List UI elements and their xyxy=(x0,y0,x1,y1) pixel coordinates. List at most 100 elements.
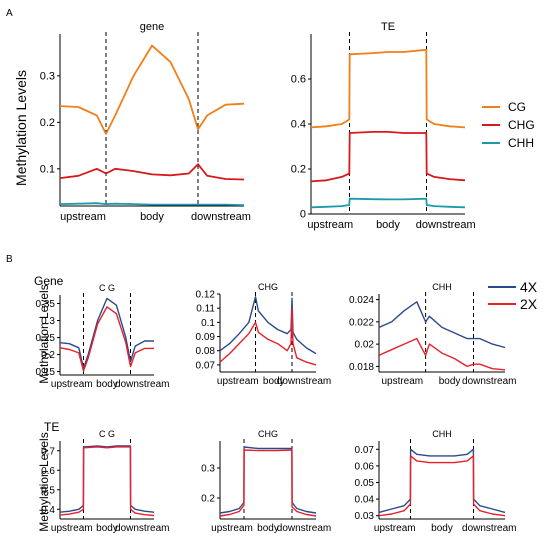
y-tick-label: 0.4 xyxy=(41,505,55,516)
y-tick-label: 0.022 xyxy=(349,317,374,328)
x-body-label: body xyxy=(439,376,461,387)
series-line-2x xyxy=(378,455,506,517)
y-tick-label: 0.11 xyxy=(196,304,215,315)
x-body-label: body xyxy=(257,523,279,534)
series-line-2x xyxy=(59,446,155,517)
chart-title: gene xyxy=(140,21,164,33)
legend-top-label-cg: CG xyxy=(508,100,526,114)
x-downstream-label: downstream xyxy=(115,379,169,390)
x-body-label: body xyxy=(96,523,118,534)
row-label-gene: Gene xyxy=(34,274,64,288)
x-body-label: body xyxy=(140,211,164,223)
legend-b-label-2x: 2X xyxy=(520,296,538,312)
y-tick-label: 0.6 xyxy=(291,74,306,86)
y-tick-label: 0.04 xyxy=(355,495,375,506)
y-tick-label: 0.06 xyxy=(355,461,375,472)
legend-b: 4X 2X xyxy=(488,279,538,312)
x-downstream-label: downstream xyxy=(115,523,169,534)
panel-a-ylabel: Methylation Levels xyxy=(13,70,29,186)
x-upstream-label: upstream xyxy=(51,379,93,390)
y-tick-label: 0.15 xyxy=(36,367,56,378)
panel-a-label: A xyxy=(6,8,13,19)
chart-title: CHG xyxy=(258,282,278,292)
x-downstream-label: downstream xyxy=(277,523,331,534)
y-tick-label: 0 xyxy=(300,209,306,221)
x-body-label: body xyxy=(263,376,285,387)
y-tick-label: 0.35 xyxy=(36,299,56,310)
y-tick-label: 0.03 xyxy=(355,511,375,522)
legend-top-item-chh: CHH xyxy=(482,136,534,150)
y-tick-label: 0.1 xyxy=(40,163,55,175)
panel-b-label: B xyxy=(6,254,13,265)
y-tick-label: 0.08 xyxy=(196,346,216,357)
y-tick-label: 0.7 xyxy=(41,446,55,457)
y-tick-label: 0.018 xyxy=(349,362,374,373)
y-tick-label: 0.07 xyxy=(196,360,216,371)
chart-title: C G xyxy=(99,283,115,293)
legend-top-item-chg: CHG xyxy=(482,118,535,132)
series-line-chh xyxy=(59,202,245,206)
chart-b-gene-chg: CHG 0.07 0.08 0.09 0.1 0.11 0.12 upstream bodydo… xyxy=(196,282,332,387)
y-tick-label: 0.12 xyxy=(196,290,216,301)
panel-b-ylabel-gene: Methylation Levels xyxy=(37,284,51,383)
series-line-2x xyxy=(219,307,317,366)
chart-title: CHG xyxy=(258,429,278,439)
y-tick-label: 0.024 xyxy=(349,295,374,306)
chart-a-te: TE 0 0.2 0.4 0.6 upstream body downstream xyxy=(291,21,476,231)
y-tick-label: 0.3 xyxy=(40,70,55,82)
x-body-label: body xyxy=(376,219,400,231)
legend-b-item-2x: 2X xyxy=(488,296,538,312)
legend-top-label-chg: CHG xyxy=(508,118,535,132)
x-downstream-label: downstream xyxy=(462,523,516,534)
x-downstream-label: downstream xyxy=(191,211,251,223)
series-line-4x xyxy=(378,301,506,349)
x-upstream-label: upstream xyxy=(51,523,93,534)
series-line-cg xyxy=(59,44,245,135)
series-line-2x xyxy=(59,306,154,372)
series-line-chg xyxy=(310,130,466,183)
series-line-4x xyxy=(378,448,506,514)
x-upstream-label: upstream xyxy=(374,523,416,534)
series-line-4x xyxy=(59,445,155,513)
y-tick-label: 0.09 xyxy=(196,332,216,343)
chart-title: TE xyxy=(381,21,395,33)
chart-b-te-chh: CHH 0.03 0.04 0.05 0.06 0.07 upstream body downs… xyxy=(355,429,517,534)
series-line-2x xyxy=(378,337,506,371)
y-tick-label: 0.2 xyxy=(41,350,55,361)
series-line-4x xyxy=(59,297,154,369)
series-line-chg xyxy=(59,163,245,181)
series-line-chh xyxy=(310,197,466,209)
x-body-label: body xyxy=(431,523,453,534)
chart-title: C G xyxy=(99,429,115,439)
legend-b-label-4x: 4X xyxy=(520,279,538,295)
chart-b-gene-chh: CHH 0.018 0.02 0.022 0.024 upstream body downst… xyxy=(349,282,517,387)
series-line-4x xyxy=(219,446,317,514)
chart-title: CHH xyxy=(432,429,452,439)
x-downstream-label: downstream xyxy=(462,376,516,387)
series-line-cg xyxy=(310,48,466,129)
y-tick-label: 0.02 xyxy=(355,340,375,351)
legend-top-label-chh: CHH xyxy=(508,136,534,150)
x-upstream-label: upstream xyxy=(307,219,353,231)
y-tick-label: 0.2 xyxy=(291,164,306,176)
chart-title: CHH xyxy=(432,282,452,292)
x-downstream-label: downstream xyxy=(277,376,331,387)
panel-b-ylabel-te: Methylation Levels xyxy=(37,432,51,531)
y-tick-label: 0.6 xyxy=(41,466,55,477)
x-downstream-label: downstream xyxy=(416,219,476,231)
x-upstream-label: upstream xyxy=(60,211,106,223)
y-tick-label: 0.25 xyxy=(36,333,56,344)
x-upstream-label: upstream xyxy=(217,376,259,387)
series-line-2x xyxy=(219,449,317,517)
y-tick-label: 0.3 xyxy=(41,316,55,327)
x-upstream-label: upstream xyxy=(381,376,423,387)
y-tick-label: 0.3 xyxy=(201,464,215,475)
chart-b-gene-cg: C G 0.15 0.2 0.25 0.3 0.35 upstream bodydownstr… xyxy=(36,283,170,390)
y-tick-label: 0.2 xyxy=(201,494,215,505)
legend-b-item-4x: 4X xyxy=(488,279,538,295)
x-upstream-label: upstream xyxy=(211,523,253,534)
